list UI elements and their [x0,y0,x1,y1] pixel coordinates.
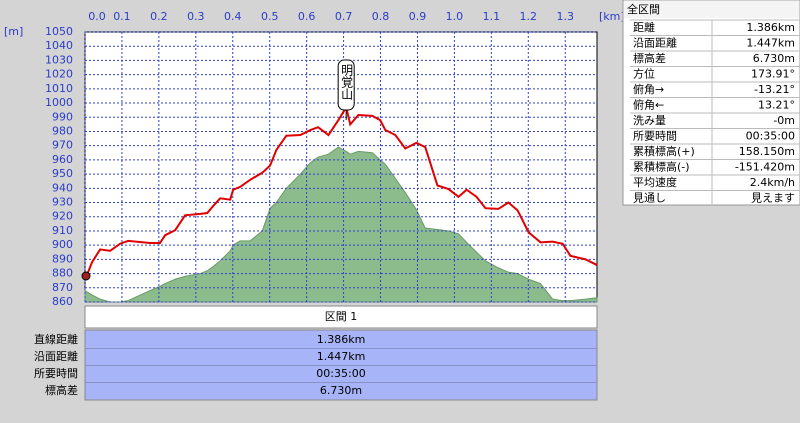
section-title: 区間 1 [325,310,358,323]
section-label: 沿面距離 [34,349,78,363]
x-tick-label: 0.8 [372,10,390,23]
section-value: 00:35:00 [316,367,365,380]
summary-label: 所要時間 [633,130,677,143]
summary-table: 距離 1.386km 沿面距離 1.447km 標高差 6.730m 方位 173.91° 俯角… [630,19,800,205]
section-header [84,305,598,329]
x-tick-label: 1.3 [556,10,574,23]
y-tick-label: 930 [52,196,73,209]
x-tick-label: 0.3 [187,10,205,23]
summary-value: 158.150m [739,145,795,158]
section-table: 直線距離 1.386km 沿面距離 1.447km 所要時間 00:35:00 標高差 6.7… [34,332,597,397]
x-tick-label: 0.5 [261,10,279,23]
annotation: 明覚山 [340,64,354,100]
y-tick-label: 1050 [45,25,73,38]
y-tick-label: 900 [52,238,73,251]
x-tick-label: 0.6 [298,10,316,23]
summary-label: 平均速度 [633,175,677,189]
y-tick-label: 920 [52,210,73,223]
y-tick-label: 980 [52,124,73,137]
section-label: 直線距離 [34,332,78,346]
summary-value: 173.91° [751,68,795,81]
summary-label: 距離 [633,20,655,34]
x-tick-label: 0.7 [335,10,353,23]
summary-label: 見通し [633,192,666,205]
summary-label: 累積標高(+) [633,144,695,158]
y-tick-label: 990 [52,110,73,123]
section-value: 1.386km [317,333,366,346]
section-value: 6.730m [320,384,362,397]
summary-value: 13.21° [758,99,795,112]
route-line [84,104,598,281]
y-tick-label: 1020 [45,68,73,81]
y-tick-label: 1000 [45,96,73,109]
summary-value: 1.386km [746,21,795,34]
y-tick-label: 970 [52,139,73,152]
summary-value: -151.420m [735,161,795,174]
y-tick-label: 960 [52,153,73,166]
summary-label: 洗み量 [633,114,666,127]
x-tick-label: 1.1 [483,10,501,23]
y-tick-label: 910 [52,224,73,237]
y-tick-label: 890 [52,252,73,265]
y-axis-label: [m] [4,25,23,38]
summary-header [624,1,799,18]
x-tick-label: 0.0 [88,10,106,23]
y-tick-label: 950 [52,167,73,180]
section-value: 1.447km [317,350,366,363]
y-tick-label: 880 [52,267,73,280]
x-tick-label: 1.2 [520,10,538,23]
y-tick-label: 1040 [45,39,73,52]
x-tick-label: 0.2 [150,10,168,23]
x-tick-label: 0.1 [113,10,131,23]
y-tick-label: 860 [52,295,73,308]
y-tick-label: 1030 [45,53,73,66]
section-label: 所要時間 [34,367,78,380]
summary-value: 1.447km [746,37,795,50]
summary-title: 全区間 [627,2,660,16]
summary-value: 見えます [751,192,795,205]
summary-label: 方位 [633,67,655,81]
summary-value: 6.730m [753,52,795,65]
summary-value: -13.21° [754,83,795,96]
section-label: 標高差 [45,383,78,397]
summary-value: -0m [773,114,795,127]
y-tick-label: 870 [52,281,73,294]
y-tick-label: 1010 [45,82,73,95]
summary-label: 累積標高(-) [633,160,690,174]
x-axis-label: [km] [599,10,625,23]
start-marker [81,271,91,281]
summary-label: 俯角→ [633,82,664,96]
x-tick-label: 0.9 [409,10,427,23]
summary-label: 俯角← [633,98,664,112]
summary-value: 00:35:00 [746,130,795,143]
x-tick-label: 0.4 [224,10,242,23]
x-tick-label: 1.0 [446,10,464,23]
summary-label: 沿面距離 [633,36,677,50]
summary-value: 2.4km/h [750,176,795,189]
y-tick-label: 940 [52,181,73,194]
summary-label: 標高差 [633,51,666,65]
